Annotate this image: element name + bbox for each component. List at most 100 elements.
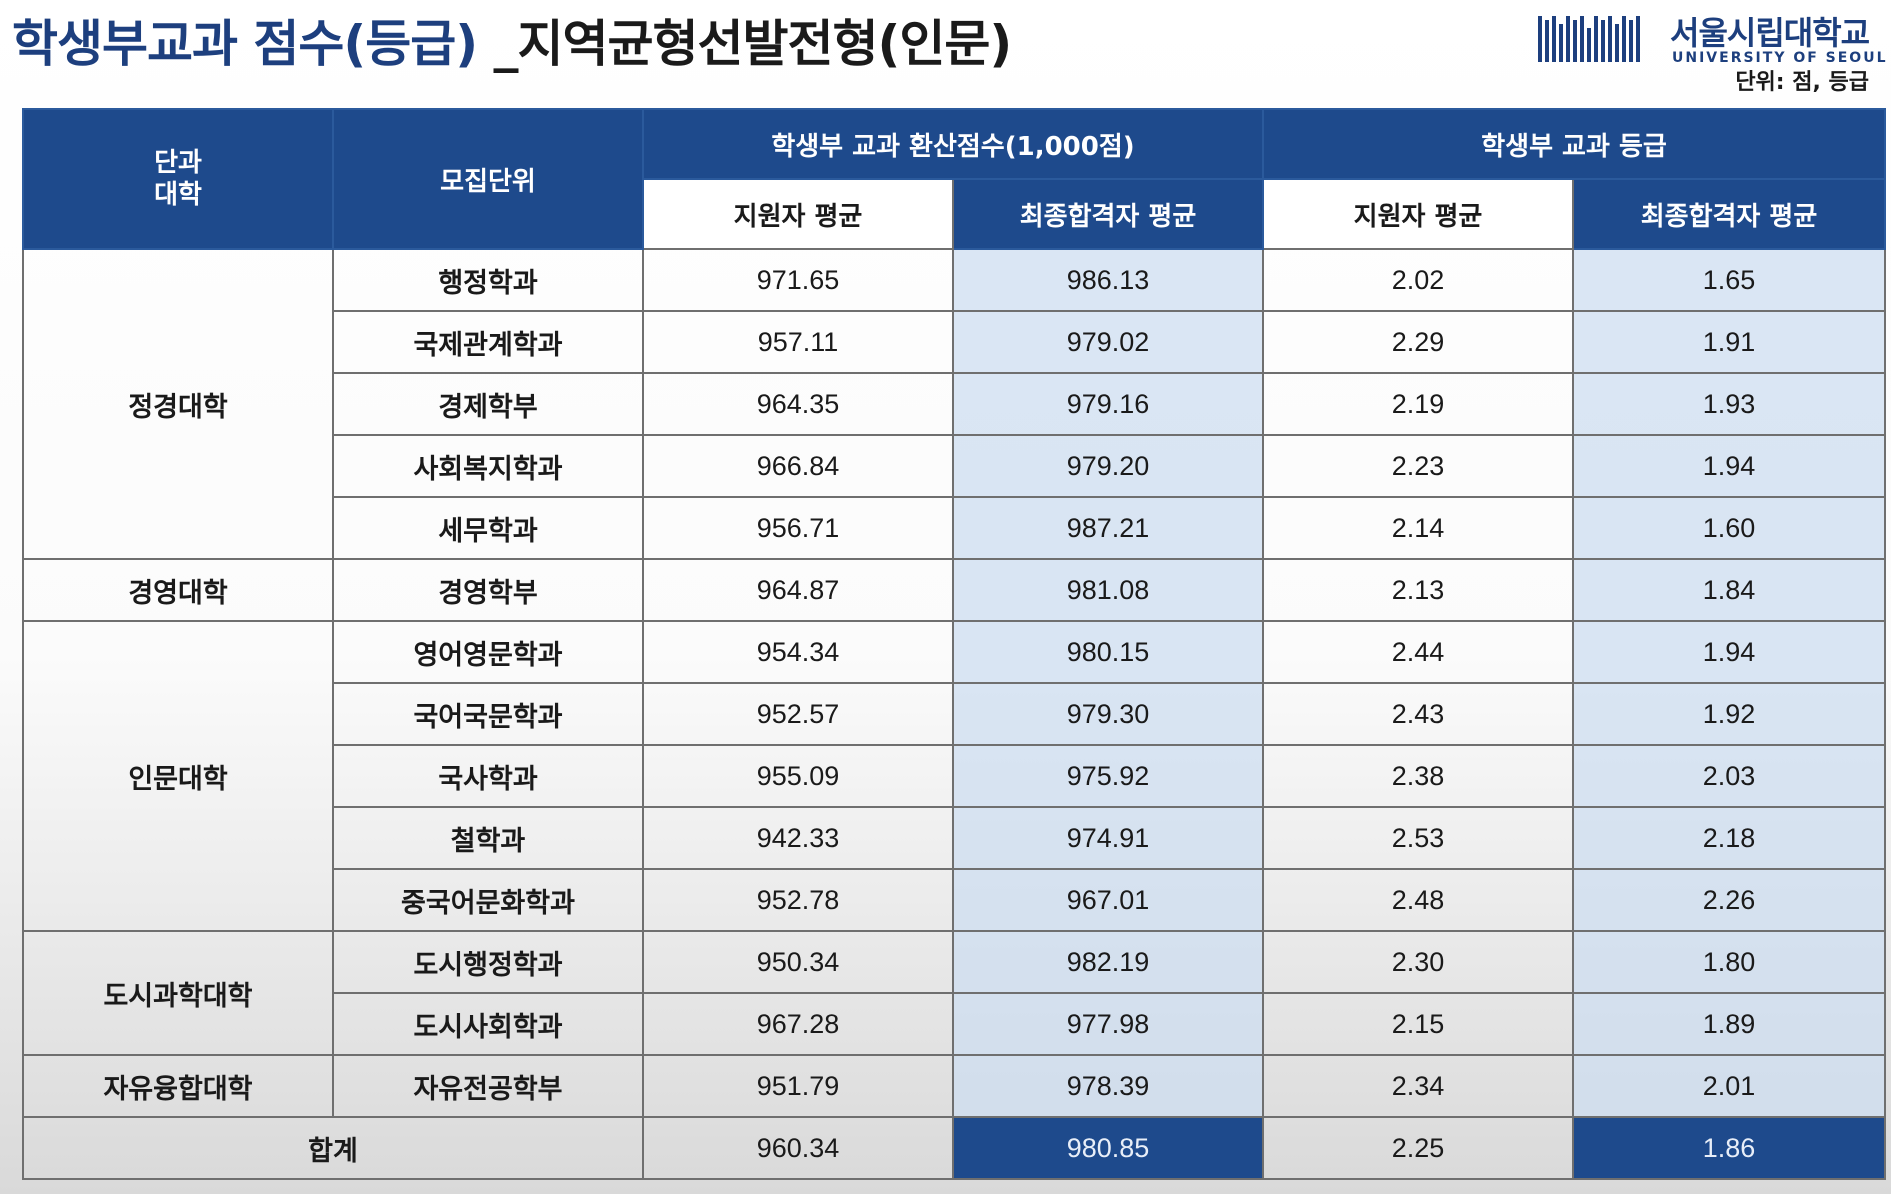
page-title-subtitle: _지역균형선발전형(인문) [477, 15, 1013, 73]
score-applicant-cell: 964.87 [642, 558, 954, 622]
grade-final-cell: 1.80 [1571, 930, 1887, 994]
grade-applicant-cell: 2.02 [1262, 248, 1574, 312]
page-title: 학생부교과 점수(등급) _지역균형선발전형(인문) [12, 4, 1013, 76]
total-grade-applicant: 2.25 [1262, 1116, 1574, 1180]
grade-final-cell: 1.65 [1571, 248, 1887, 312]
dept-cell: 경영학부 [332, 558, 644, 622]
dept-cell: 국어국문학과 [332, 682, 644, 746]
score-final-cell: 967.01 [952, 868, 1264, 932]
grade-applicant-cell: 2.14 [1262, 496, 1574, 560]
table-row: 국제관계학과 957.11 979.02 2.29 1.91 [23, 310, 1887, 374]
grade-applicant-cell: 2.13 [1262, 558, 1574, 622]
grade-applicant-cell: 2.38 [1262, 744, 1574, 808]
header-grade-applicant-avg: 지원자 평균 [1262, 178, 1574, 250]
table-row: 도시과학대학 도시행정학과 950.34 982.19 2.30 1.80 [22, 930, 1887, 1056]
logo-university-subtitle: UNIVERSITY OF SEOUL [1672, 50, 1888, 66]
header-score-group: 학생부 교과 환산점수(1,000점) [642, 108, 1264, 180]
header-grade-group: 학생부 교과 등급 [1261, 108, 1887, 180]
dept-cell: 도시사회학과 [332, 992, 644, 1056]
dept-cell: 국제관계학과 [332, 310, 644, 374]
table-row: 경영대학 경영학부 964.87 981.08 2.13 1.84 [22, 558, 1887, 622]
score-final-cell: 977.98 [952, 992, 1264, 1056]
score-final-cell: 987.21 [952, 496, 1264, 560]
college-cell: 정경대학 [22, 248, 334, 560]
header-college: 단과 대학 [22, 108, 334, 250]
dept-cell: 철학과 [332, 806, 644, 870]
grade-final-cell: 1.94 [1571, 620, 1887, 684]
score-applicant-cell: 967.28 [642, 992, 954, 1056]
score-applicant-cell: 966.84 [642, 434, 954, 498]
score-applicant-cell: 952.57 [642, 682, 954, 746]
grade-applicant-cell: 2.48 [1262, 868, 1574, 932]
college-cell: 경영대학 [22, 558, 334, 622]
grade-final-cell: 2.26 [1571, 868, 1887, 932]
grade-applicant-cell: 2.44 [1262, 620, 1574, 684]
score-applicant-cell: 942.33 [642, 806, 954, 870]
college-cell: 인문대학 [22, 620, 334, 932]
score-final-cell: 981.08 [952, 558, 1264, 622]
score-final-cell: 980.15 [952, 620, 1264, 684]
score-applicant-cell: 956.71 [642, 496, 954, 560]
table-row: 국사학과 955.09 975.92 2.38 2.03 [23, 744, 1887, 808]
table-row: 도시사회학과 967.28 977.98 2.15 1.89 [23, 992, 1887, 1056]
total-row: 합계 960.34 980.85 2.25 1.86 [22, 1116, 1887, 1180]
dept-cell: 경제학부 [332, 372, 644, 436]
header-score-applicant-avg: 지원자 평균 [642, 178, 954, 250]
logo-university-name: 서울시립대학교 [1670, 14, 1870, 52]
dept-cell: 도시행정학과 [332, 930, 644, 994]
grade-final-cell: 1.84 [1571, 558, 1887, 622]
grade-applicant-cell: 2.43 [1262, 682, 1574, 746]
score-applicant-cell: 951.79 [642, 1054, 954, 1118]
dept-cell: 영어영문학과 [332, 620, 644, 684]
dept-cell: 세무학과 [332, 496, 644, 560]
total-score-final: 980.85 [952, 1116, 1264, 1180]
score-final-cell: 979.02 [952, 310, 1264, 374]
total-label: 합계 [22, 1116, 644, 1180]
dept-cell: 사회복지학과 [332, 434, 644, 498]
header-grade-final-avg: 최종합격자 평균 [1571, 178, 1887, 250]
score-final-cell: 974.91 [952, 806, 1264, 870]
grade-final-cell: 2.01 [1571, 1054, 1887, 1118]
score-final-cell: 986.13 [952, 248, 1264, 312]
subheader-row: 지원자 평균 최종합격자 평균 지원자 평균 최종합격자 평균 [23, 178, 1887, 250]
header-row: 단과 대학 모집단위 학생부 교과 환산점수(1,000점) 학생부 교과 등급 [22, 108, 1887, 250]
table-row: 자유융합대학 자유전공학부 951.79 978.39 2.34 2.01 [22, 1054, 1887, 1118]
score-table: 단과 대학 모집단위 학생부 교과 환산점수(1,000점) 학생부 교과 등급 … [22, 108, 1887, 1180]
score-final-cell: 979.16 [952, 372, 1264, 436]
page-title-main: 학생부교과 점수(등급) [12, 15, 478, 73]
university-logo: 서울시립대학교 UNIVERSITY OF SEOUL [1538, 8, 1888, 68]
dept-cell: 중국어문화학과 [332, 868, 644, 932]
grade-final-cell: 1.89 [1571, 992, 1887, 1056]
grade-final-cell: 1.60 [1571, 496, 1887, 560]
score-final-cell: 979.30 [952, 682, 1264, 746]
table-row: 세무학과 956.71 987.21 2.14 1.60 [23, 496, 1887, 560]
dept-cell: 자유전공학부 [332, 1054, 644, 1118]
college-cell: 도시과학대학 [22, 930, 334, 1056]
score-final-cell: 978.39 [952, 1054, 1264, 1118]
score-applicant-cell: 964.35 [642, 372, 954, 436]
grade-applicant-cell: 2.23 [1262, 434, 1574, 498]
table-row: 국어국문학과 952.57 979.30 2.43 1.92 [23, 682, 1887, 746]
table-row: 인문대학 영어영문학과 954.34 980.15 2.44 1.94 [22, 620, 1887, 932]
grade-applicant-cell: 2.19 [1262, 372, 1574, 436]
grade-applicant-cell: 2.29 [1262, 310, 1574, 374]
grade-applicant-cell: 2.15 [1262, 992, 1574, 1056]
score-final-cell: 975.92 [952, 744, 1264, 808]
grade-final-cell: 1.94 [1571, 434, 1887, 498]
grade-final-cell: 1.92 [1571, 682, 1887, 746]
logo-emblem-icon [1538, 16, 1640, 62]
grade-applicant-cell: 2.30 [1262, 930, 1574, 994]
score-applicant-cell: 950.34 [642, 930, 954, 994]
dept-cell: 국사학과 [332, 744, 644, 808]
unit-note: 단위: 점, 등급 [1735, 70, 1869, 95]
score-applicant-cell: 955.09 [642, 744, 954, 808]
dept-cell: 행정학과 [332, 248, 644, 312]
table-row: 경제학부 964.35 979.16 2.19 1.93 [23, 372, 1887, 436]
header-dept: 모집단위 [332, 108, 644, 250]
header-score-final-avg: 최종합격자 평균 [952, 178, 1264, 250]
grade-applicant-cell: 2.53 [1262, 806, 1574, 870]
table-row: 정경대학 행정학과 971.65 986.13 2.02 1.65 [22, 248, 1887, 560]
grade-applicant-cell: 2.34 [1262, 1054, 1574, 1118]
score-applicant-cell: 952.78 [642, 868, 954, 932]
table-row: 사회복지학과 966.84 979.20 2.23 1.94 [23, 434, 1887, 498]
